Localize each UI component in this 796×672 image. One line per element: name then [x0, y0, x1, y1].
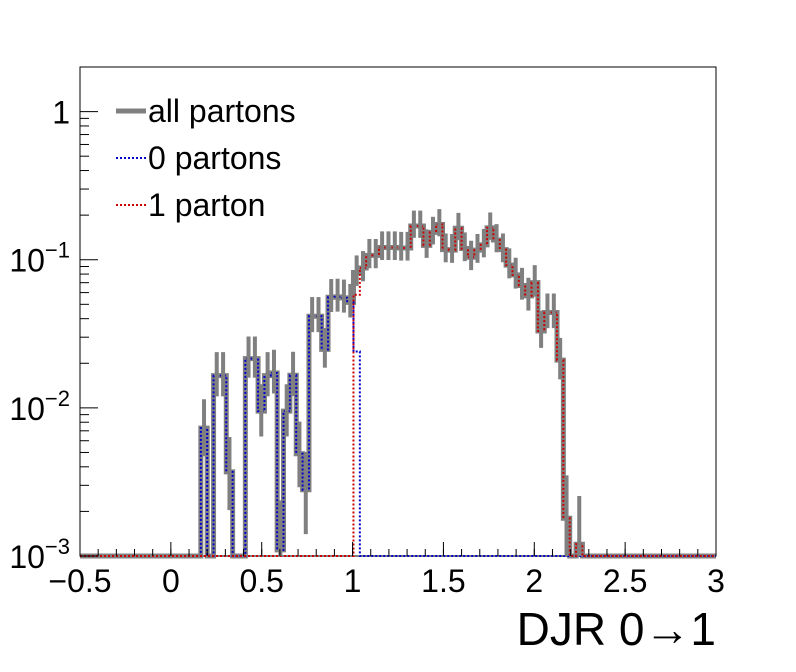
x-tick-label-2: 0.5 [239, 563, 283, 599]
x-tick-label-1: 0 [162, 563, 180, 599]
legend-label-2: 1 parton [148, 187, 265, 223]
y-tick-label-1: 10−2 [9, 386, 70, 427]
series-layer [80, 209, 716, 559]
y-tick-label-2: 10−1 [9, 238, 70, 279]
series-line-2 [80, 223, 716, 557]
legend-label-1: 0 partons [148, 140, 281, 176]
y-tick-label-0: 10−3 [9, 534, 70, 575]
x-tick-label-3: 1 [344, 563, 362, 599]
x-tick-label-0: −0.5 [48, 563, 111, 599]
x-tick-label-5: 2 [525, 563, 543, 599]
legend: all partons 0 partons 1 parton [116, 93, 296, 223]
x-tick-label-7: 3 [707, 563, 725, 599]
y-tick-label-3: 1 [52, 95, 70, 131]
y-axis-ticks: 10−3 10−2 10−1 1 [9, 66, 98, 575]
x-axis-label: DJR 0→1 [517, 603, 716, 655]
series-line-0 [80, 221, 716, 559]
series-line-1 [80, 295, 716, 557]
x-axis-ticks: −0.5 0 0.5 1 1.5 2 2.5 3 [48, 542, 725, 599]
x-tick-label-6: 2.5 [603, 563, 647, 599]
legend-label-0: all partons [148, 93, 296, 129]
plot-frame [79, 66, 717, 557]
x-tick-label-4: 1.5 [421, 563, 465, 599]
